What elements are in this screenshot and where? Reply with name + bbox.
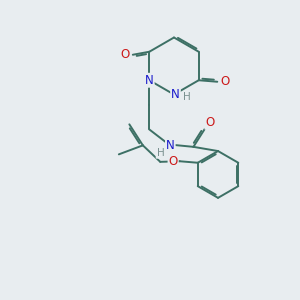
Text: H: H bbox=[183, 92, 190, 102]
Text: N: N bbox=[166, 139, 175, 152]
Text: O: O bbox=[220, 75, 230, 88]
Text: O: O bbox=[121, 48, 130, 61]
Text: O: O bbox=[169, 155, 178, 168]
Text: N: N bbox=[145, 74, 154, 87]
Text: O: O bbox=[205, 116, 214, 129]
Text: N: N bbox=[171, 88, 180, 101]
Text: H: H bbox=[157, 148, 164, 158]
